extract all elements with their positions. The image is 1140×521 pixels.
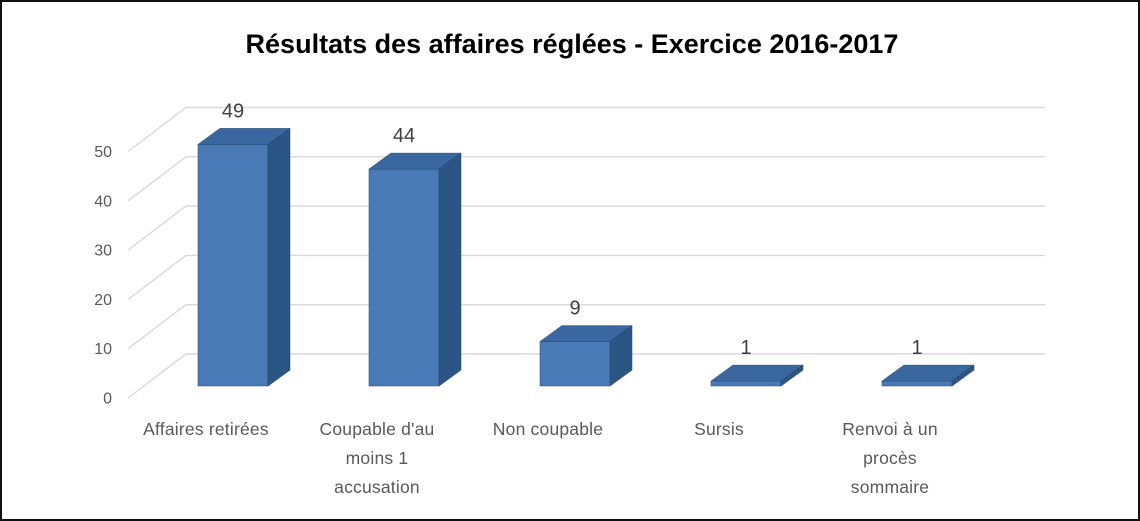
bar-side-face	[438, 152, 462, 387]
category-label-1: Coupable d'au moins 1 accusation	[320, 419, 435, 497]
bar-front-face	[197, 144, 269, 387]
y-tick-label: 40	[94, 193, 112, 210]
data-label: 9	[569, 298, 580, 320]
category-label-line: Renvoi à un	[842, 419, 938, 439]
y-tick-label: 30	[94, 243, 112, 260]
category-label-line: procès	[863, 448, 917, 468]
bar-side-face	[951, 364, 975, 387]
category-label-3: Sursis	[694, 419, 744, 439]
value-labels: 49 44 9 1 1	[222, 100, 923, 359]
y-tick-label: 0	[103, 391, 112, 408]
bar-side-face	[609, 325, 633, 387]
category-label-0: Affaires retirées	[143, 419, 269, 439]
category-label-line: sommaire	[851, 477, 929, 497]
chart-title: Résultats des affaires réglées - Exercic…	[246, 29, 899, 59]
category-label-4: Renvoi à un procès sommaire	[842, 419, 938, 497]
data-label: 1	[911, 337, 922, 359]
category-label-line: Coupable d'au	[320, 419, 435, 439]
data-label: 49	[222, 100, 244, 122]
bar-1	[368, 152, 462, 387]
bar-side-face	[780, 364, 804, 387]
data-label: 44	[393, 125, 415, 147]
bar-front-face	[539, 341, 611, 387]
bar-0	[197, 128, 291, 387]
bar-2	[539, 325, 633, 387]
y-tick-label: 50	[94, 144, 112, 161]
category-label-2: Non coupable	[493, 419, 603, 439]
category-label-line: Affaires retirées	[143, 419, 269, 439]
category-label-line: accusation	[334, 477, 420, 497]
data-label: 1	[740, 337, 751, 359]
gridline	[127, 304, 1045, 350]
gridlines	[127, 106, 1045, 399]
gridline	[127, 106, 1045, 153]
y-tick-label: 10	[94, 341, 112, 358]
category-label-line: moins 1	[346, 448, 409, 468]
category-label-line: Sursis	[694, 419, 744, 439]
gridline	[127, 353, 1045, 399]
bar-4	[881, 364, 975, 387]
bar-front-face	[368, 168, 440, 387]
gridline	[127, 254, 1045, 300]
bar-side-face	[267, 128, 291, 387]
gridline	[127, 156, 1045, 202]
x-axis-category-labels: Affaires retirées Coupable d'au moins 1 acc…	[143, 419, 938, 497]
y-tick-label: 20	[94, 292, 112, 309]
bar-front-face	[881, 380, 953, 387]
gridline	[127, 205, 1045, 251]
category-label-line: Non coupable	[493, 419, 603, 439]
y-axis-tick-labels: 0 10 20 30 40 50	[94, 144, 112, 408]
bar-3	[710, 364, 804, 387]
bar-series	[197, 128, 975, 387]
bar-front-face	[710, 380, 782, 387]
